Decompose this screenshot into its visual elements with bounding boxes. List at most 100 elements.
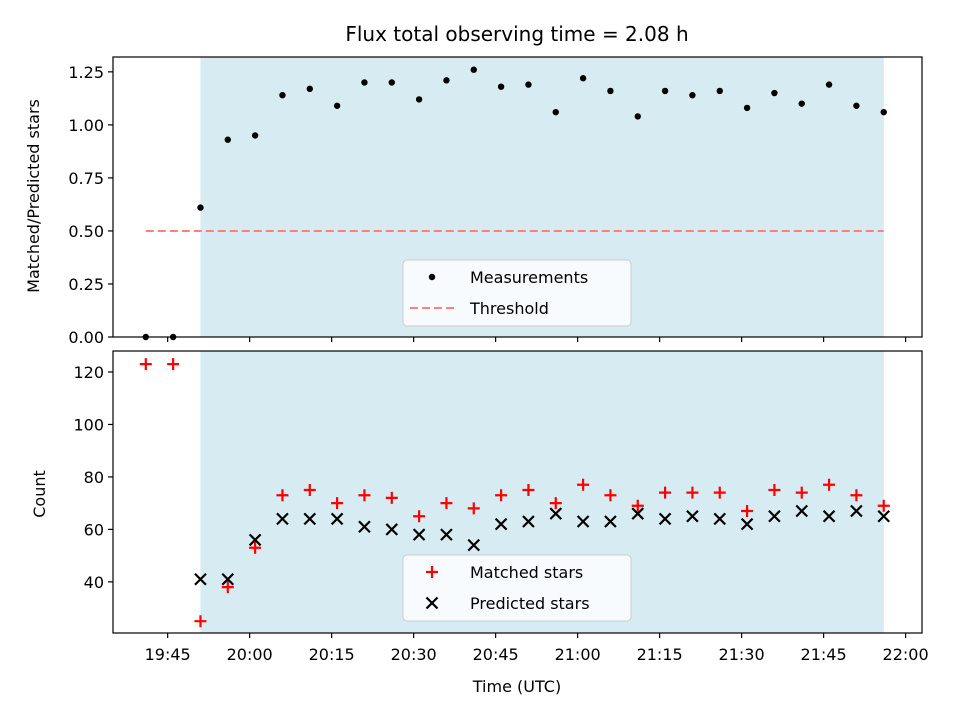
predicted-stars-point bbox=[276, 512, 289, 526]
measurement-point bbox=[361, 79, 368, 86]
measurement-point bbox=[798, 100, 805, 107]
top-y-axis-label: Matched/Predicted stars bbox=[24, 99, 43, 293]
matched-stars-point bbox=[276, 489, 289, 502]
matched-stars-point bbox=[850, 489, 863, 502]
matched-stars-point bbox=[631, 499, 644, 512]
measurement-point bbox=[525, 81, 532, 88]
predicted-stars-point bbox=[248, 533, 262, 547]
legend-label: Predicted stars bbox=[470, 594, 590, 613]
x-tick-label: 21:15 bbox=[637, 645, 683, 664]
measurement-point bbox=[251, 132, 259, 139]
predicted-stars-point bbox=[358, 520, 371, 534]
measurement-point bbox=[279, 91, 286, 99]
matched-stars-point bbox=[331, 497, 344, 510]
y-tick-label: 0.25 bbox=[68, 275, 104, 294]
measurement-point bbox=[497, 83, 505, 90]
legend-plus-icon bbox=[426, 566, 438, 578]
y-tick-label: 120 bbox=[73, 363, 104, 382]
x-tick-label: 20:30 bbox=[391, 645, 437, 664]
predicted-stars-point bbox=[822, 509, 836, 523]
measurement-point bbox=[224, 136, 231, 143]
measurement-point bbox=[607, 87, 614, 95]
predicted-stars-point bbox=[576, 515, 590, 528]
y-tick-label: 0.75 bbox=[68, 169, 104, 188]
legend-box bbox=[402, 554, 632, 622]
predicted-stars-point bbox=[604, 515, 617, 528]
matched-stars-point bbox=[221, 581, 234, 594]
measurement-point bbox=[743, 104, 751, 112]
measurement-point bbox=[333, 102, 341, 109]
predicted-stars-point bbox=[303, 512, 317, 526]
matched-stars-point bbox=[577, 478, 590, 491]
x-tick-label: 20:15 bbox=[309, 645, 355, 664]
legend-dot-icon bbox=[428, 273, 436, 281]
predicted-stars-point bbox=[631, 507, 645, 520]
matched-stars-point bbox=[686, 486, 699, 499]
predicted-stars-point bbox=[686, 509, 699, 523]
matched-stars-point bbox=[440, 497, 453, 510]
predicted-stars-point bbox=[385, 523, 399, 536]
predicted-stars-point bbox=[740, 517, 754, 531]
x-tick-label: 21:00 bbox=[555, 645, 601, 664]
y-tick-label: 40 bbox=[84, 573, 104, 592]
x-tick-label: 21:30 bbox=[719, 645, 765, 664]
predicted-stars-point bbox=[877, 509, 891, 523]
matched-stars-point bbox=[194, 615, 207, 628]
legend-label: Measurements bbox=[470, 268, 588, 287]
predicted-stars-point bbox=[221, 572, 235, 586]
x-axis-label: Time (UTC) bbox=[472, 677, 561, 696]
matched-stars-point bbox=[659, 486, 672, 499]
matched-stars-point bbox=[249, 541, 262, 554]
matched-stars-point bbox=[413, 510, 426, 523]
matched-stars-point bbox=[768, 484, 781, 497]
measurement-point bbox=[579, 75, 587, 82]
predicted-stars-point bbox=[795, 504, 809, 518]
measurement-point bbox=[661, 87, 669, 95]
measurement-point bbox=[825, 81, 833, 88]
predicted-stars-point bbox=[713, 512, 727, 526]
top-panel: 0.00 0.25 0.50 0.75 1.00 1.25 Measurements Thre… bbox=[68, 56, 923, 347]
bottom-panel: 40 60 80 100 120 19:45 20:00 20:15 20:30 20:45 21:… bbox=[73, 350, 929, 664]
matched-stars-point bbox=[823, 478, 836, 491]
measurement-point bbox=[634, 113, 641, 120]
matched-stars-point bbox=[713, 486, 726, 499]
measurement-point bbox=[716, 87, 723, 95]
matched-stars-point bbox=[385, 491, 398, 504]
axes-frame bbox=[112, 350, 923, 634]
matched-stars-point bbox=[522, 484, 535, 497]
predicted-stars-point bbox=[658, 512, 672, 526]
matched-stars-point bbox=[495, 489, 508, 502]
measurement-point bbox=[388, 79, 395, 86]
y-tick-label: 1.00 bbox=[68, 116, 104, 135]
x-tick-label: 21:45 bbox=[801, 645, 847, 664]
matched-stars-point bbox=[358, 489, 371, 502]
measurement-point bbox=[443, 77, 450, 84]
predicted-stars-point bbox=[768, 509, 781, 523]
matched-stars-point bbox=[467, 502, 480, 515]
predicted-stars-point bbox=[494, 517, 508, 531]
predicted-stars-point bbox=[522, 515, 535, 528]
measurement-point bbox=[689, 91, 696, 99]
legend-box bbox=[402, 259, 632, 327]
matched-stars-point bbox=[604, 489, 617, 502]
y-tick-label: 1.25 bbox=[68, 63, 104, 82]
measurement-point bbox=[415, 96, 423, 103]
matched-stars-point bbox=[795, 486, 808, 499]
measurement-point bbox=[306, 85, 313, 93]
chart-title: Flux total observing time = 2.08 h bbox=[345, 22, 688, 46]
x-tick-label: 20:00 bbox=[227, 645, 273, 664]
bottom-y-axis-label: Count bbox=[30, 470, 49, 518]
matched-stars-point bbox=[167, 358, 180, 371]
matched-stars-point bbox=[741, 505, 754, 518]
y-tick-label: 0.50 bbox=[68, 222, 104, 241]
predicted-stars-point bbox=[549, 507, 563, 520]
measurement-point bbox=[853, 102, 860, 109]
predicted-stars-point bbox=[440, 528, 453, 541]
matched-stars-point bbox=[303, 484, 316, 497]
measurement-point bbox=[470, 66, 477, 73]
legend-label: Matched stars bbox=[470, 563, 583, 582]
legend-label: Threshold bbox=[469, 299, 549, 318]
predicted-stars-point bbox=[330, 512, 344, 526]
axes-frame bbox=[112, 56, 923, 338]
x-tick-label: 20:45 bbox=[473, 645, 519, 664]
